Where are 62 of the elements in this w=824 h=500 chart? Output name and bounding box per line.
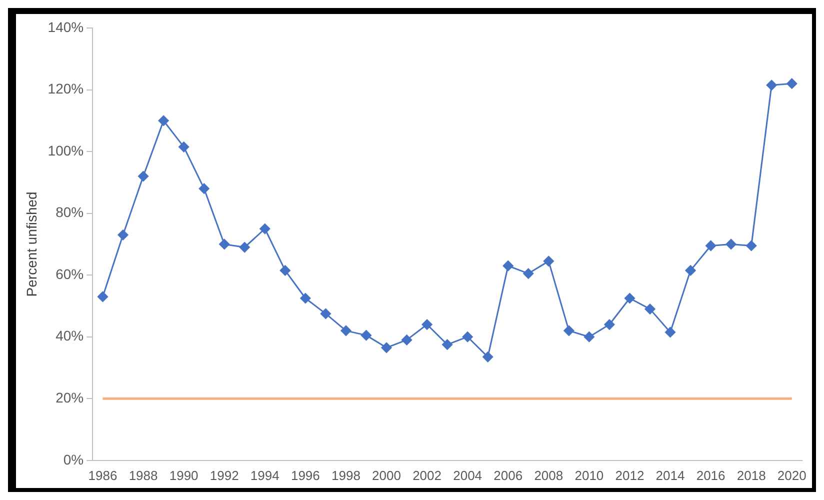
point	[402, 334, 412, 346]
point	[158, 115, 169, 126]
point	[502, 260, 514, 272]
point	[239, 242, 250, 253]
y-tick-label: 120%	[48, 80, 84, 97]
x-tick-label: 2020	[777, 468, 806, 483]
point	[706, 240, 716, 251]
point	[726, 238, 736, 250]
point	[97, 291, 108, 302]
point	[198, 183, 210, 194]
point	[604, 319, 615, 330]
point	[360, 330, 372, 341]
point	[138, 171, 149, 182]
point	[746, 240, 757, 251]
x-tick-label: 1996	[290, 468, 320, 483]
point	[320, 308, 331, 319]
point	[381, 342, 392, 353]
x-tick-label: 2012	[615, 468, 644, 483]
y-tick-label: 100%	[48, 142, 84, 158]
point	[564, 325, 574, 336]
x-tick-label: 2016	[696, 468, 726, 483]
x-tick-label: 1988	[128, 468, 158, 483]
point	[766, 80, 777, 90]
point	[786, 78, 798, 89]
x-tick-label: 2004	[453, 468, 482, 483]
point	[300, 293, 311, 304]
x-tick-label: 1998	[332, 468, 360, 483]
x-tick-label: 1986	[88, 468, 118, 483]
x-tick-label: 2018	[736, 468, 766, 483]
point	[482, 352, 494, 362]
y-axis-title: Percent unfished	[23, 192, 40, 297]
y-tick-label: 40%	[56, 328, 84, 344]
x-tick-label: 2000	[372, 468, 401, 483]
point	[178, 142, 190, 152]
x-tick-label: 1992	[210, 468, 239, 483]
y-tick-label: 20%	[56, 389, 84, 406]
point	[584, 332, 594, 342]
y-tick-label: 80%	[56, 204, 84, 220]
point	[280, 265, 290, 276]
x-tick-label: 2008	[534, 468, 564, 483]
x-tick-label: 1994	[250, 468, 280, 483]
point	[260, 224, 270, 234]
point	[685, 265, 696, 276]
point	[543, 256, 554, 266]
point	[219, 238, 230, 250]
x-tick-label: 1990	[169, 468, 198, 483]
point	[644, 304, 656, 314]
point	[462, 332, 473, 342]
point	[624, 293, 635, 304]
y-tick-label: 140%	[48, 18, 84, 35]
point	[118, 230, 128, 240]
x-tick-label: 2010	[574, 468, 604, 483]
point	[442, 339, 453, 350]
y-tick-label: 0%	[63, 451, 84, 468]
point	[665, 326, 676, 338]
x-tick-label: 2002	[412, 468, 442, 483]
y-tick-label: 60%	[56, 266, 84, 282]
x-tick-label: 2014	[656, 468, 685, 483]
point	[422, 319, 432, 330]
x-tick-label: 2006	[494, 468, 523, 483]
point	[340, 325, 352, 336]
point	[523, 268, 534, 279]
